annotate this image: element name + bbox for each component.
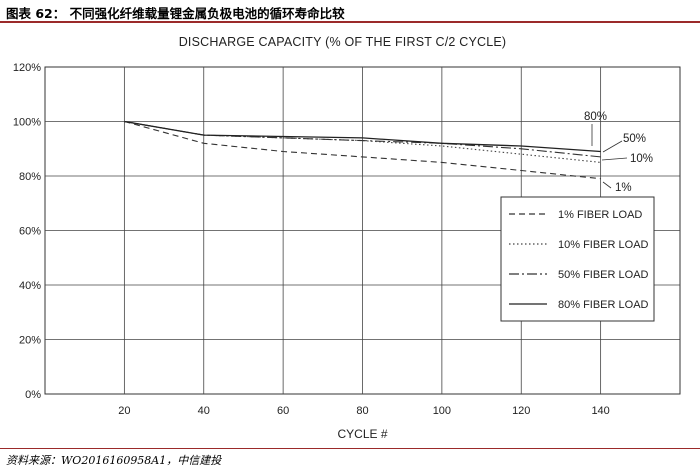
x-tick-label: 60 xyxy=(277,405,289,417)
callout-leader xyxy=(601,157,628,161)
legend-label: 80% FIBER LOAD xyxy=(558,299,649,311)
y-tick-label: 40% xyxy=(19,280,41,292)
series-end-label: 80% xyxy=(584,111,607,123)
callout-leader xyxy=(602,181,612,189)
series-line-1 xyxy=(124,120,601,180)
legend-label: 1% FIBER LOAD xyxy=(558,209,642,221)
x-tick-label: 80 xyxy=(356,405,368,417)
series-line-4 xyxy=(124,120,601,153)
legend-label: 50% FIBER LOAD xyxy=(558,269,649,281)
callout-leader xyxy=(602,140,623,153)
series-end-label: 1% xyxy=(615,182,632,194)
footer-rule xyxy=(0,448,700,449)
figure-header: 图表 62： 不同强化纤维载量锂金属负极电池的循环寿命比较 xyxy=(0,0,700,23)
figure-source: 资料来源：WO2016160958A1，中信建投 xyxy=(6,454,222,467)
chart: 0% 20% 40% 60% 80% 100% 120% 20 40 60 80 100 120 140 D… xyxy=(13,35,681,441)
x-tick-label: 140 xyxy=(591,405,609,417)
y-tick-label: 0% xyxy=(25,389,41,401)
header-rule xyxy=(0,21,700,23)
y-tick-label: 20% xyxy=(19,335,41,347)
legend-label: 10% FIBER LOAD xyxy=(558,239,649,251)
y-tick-label: 120% xyxy=(13,62,41,74)
x-tick-label: 40 xyxy=(198,405,210,417)
x-axis-label: CYCLE # xyxy=(337,427,387,441)
y-tick-label: 100% xyxy=(13,117,41,129)
series-end-label: 10% xyxy=(630,153,653,165)
x-tick-label: 120 xyxy=(512,405,530,417)
series-end-label: 50% xyxy=(623,133,646,145)
chart-title: DISCHARGE CAPACITY (% OF THE FIRST C/2 C… xyxy=(179,35,507,49)
figure-title: 图表 62： 不同强化纤维载量锂金属负极电池的循环寿命比较 xyxy=(6,6,345,21)
legend-box xyxy=(500,196,655,322)
x-tick-label: 20 xyxy=(118,405,130,417)
y-tick-label: 80% xyxy=(19,171,41,183)
y-tick-label: 60% xyxy=(19,226,41,238)
x-tick-label: 100 xyxy=(433,405,451,417)
